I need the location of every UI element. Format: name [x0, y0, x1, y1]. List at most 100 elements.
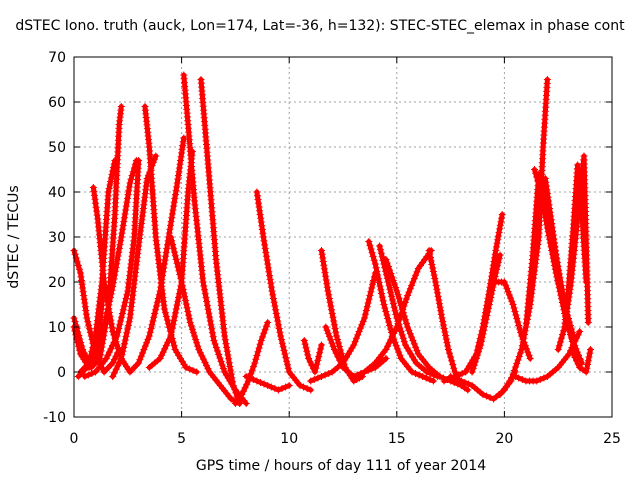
- data-point-marker: [532, 169, 540, 177]
- data-point-marker: [584, 357, 592, 365]
- data-point-marker: [74, 262, 82, 269]
- data-point-marker: [481, 319, 489, 327]
- data-point-marker: [154, 295, 162, 302]
- data-point-marker: [108, 324, 116, 332]
- data-point-marker: [107, 345, 115, 353]
- data-point-marker: [172, 187, 180, 195]
- data-point-marker: [327, 336, 335, 344]
- data-point-marker: [520, 334, 528, 342]
- data-point-marker: [179, 285, 187, 293]
- data-point-marker: [124, 191, 132, 199]
- data-point-marker: [370, 256, 378, 264]
- data-point-marker: [533, 377, 541, 385]
- data-point-marker: [120, 218, 128, 226]
- data-point-marker: [260, 380, 268, 388]
- data-point-marker: [101, 282, 109, 290]
- data-point-marker: [516, 325, 524, 333]
- data-point-marker: [368, 284, 376, 292]
- data-point-marker: [448, 357, 456, 365]
- data-point-marker: [438, 314, 446, 322]
- data-point-marker: [465, 380, 472, 388]
- data-point-marker: [170, 342, 178, 350]
- data-point-marker: [125, 183, 133, 191]
- data-point-marker: [225, 359, 233, 367]
- data-point-marker: [172, 191, 179, 199]
- data-point-marker: [328, 306, 335, 314]
- data-point-marker: [141, 342, 149, 350]
- data-point-marker: [83, 314, 91, 322]
- data-point-marker: [278, 336, 285, 344]
- data-point-marker: [475, 348, 483, 356]
- data-point-marker: [227, 395, 235, 403]
- y-tick-label: 50: [48, 140, 66, 156]
- data-point-marker: [103, 308, 111, 316]
- data-point-marker: [263, 252, 270, 260]
- data-point-marker: [183, 304, 191, 312]
- data-point-marker: [325, 291, 333, 299]
- data-point-marker: [152, 306, 160, 314]
- data-point-marker: [483, 312, 491, 319]
- data-point-marker: [152, 152, 160, 160]
- data-point-marker: [109, 283, 117, 290]
- data-point-marker: [480, 326, 488, 334]
- data-point-marker: [127, 175, 135, 183]
- data-point-marker: [103, 312, 110, 320]
- data-point-marker: [543, 190, 551, 197]
- data-point-marker: [95, 340, 103, 348]
- data-point-marker: [169, 241, 177, 248]
- data-point-marker: [116, 321, 124, 329]
- data-point-marker: [334, 336, 341, 343]
- data-point-marker: [562, 316, 570, 323]
- data-point-marker: [282, 383, 290, 391]
- data-point-marker: [469, 365, 477, 373]
- data-point-marker: [231, 385, 238, 393]
- data-point-marker: [525, 351, 533, 359]
- data-point-marker: [545, 197, 552, 205]
- data-point-marker: [321, 269, 329, 277]
- data-point-marker: [371, 260, 379, 268]
- data-point-marker: [436, 303, 444, 311]
- data-point-marker: [391, 307, 399, 315]
- data-point-marker: [491, 250, 499, 258]
- data-point-marker: [72, 331, 80, 339]
- data-point-marker: [461, 379, 469, 386]
- data-point-marker: [366, 292, 374, 299]
- data-point-marker: [199, 278, 207, 286]
- data-point-marker: [513, 360, 521, 367]
- data-point-marker: [336, 346, 344, 354]
- data-point-marker: [119, 225, 127, 233]
- data-point-marker: [384, 315, 392, 322]
- data-point-marker: [541, 210, 549, 218]
- data-point-marker: [303, 385, 311, 392]
- data-point-marker: [515, 322, 523, 329]
- data-point-marker: [567, 332, 575, 340]
- data-point-marker: [439, 318, 447, 325]
- data-point-marker: [533, 173, 541, 181]
- data-point-marker: [171, 313, 179, 321]
- data-point-marker: [401, 341, 409, 349]
- data-point-marker: [124, 194, 131, 202]
- data-point-marker: [120, 302, 128, 310]
- data-point-marker: [401, 316, 409, 324]
- data-point-marker: [85, 321, 93, 329]
- data-point-marker: [573, 334, 581, 342]
- data-point-marker: [318, 373, 325, 380]
- data-point-marker: [386, 285, 394, 293]
- data-point-marker: [107, 320, 115, 328]
- data-point-marker: [404, 323, 412, 331]
- data-point-marker: [254, 348, 262, 356]
- data-point-marker: [412, 271, 420, 279]
- data-point-marker: [485, 301, 493, 308]
- data-point-marker: [79, 288, 87, 296]
- data-point-marker: [102, 286, 109, 294]
- data-point-marker: [160, 260, 168, 268]
- data-point-marker: [337, 360, 345, 368]
- data-point-marker: [315, 353, 323, 361]
- data-point-marker: [470, 361, 478, 369]
- data-series: [468, 251, 504, 376]
- data-point-marker: [393, 323, 401, 331]
- data-point-marker: [162, 312, 170, 320]
- data-point-marker: [503, 284, 511, 292]
- data-point-marker: [495, 255, 503, 263]
